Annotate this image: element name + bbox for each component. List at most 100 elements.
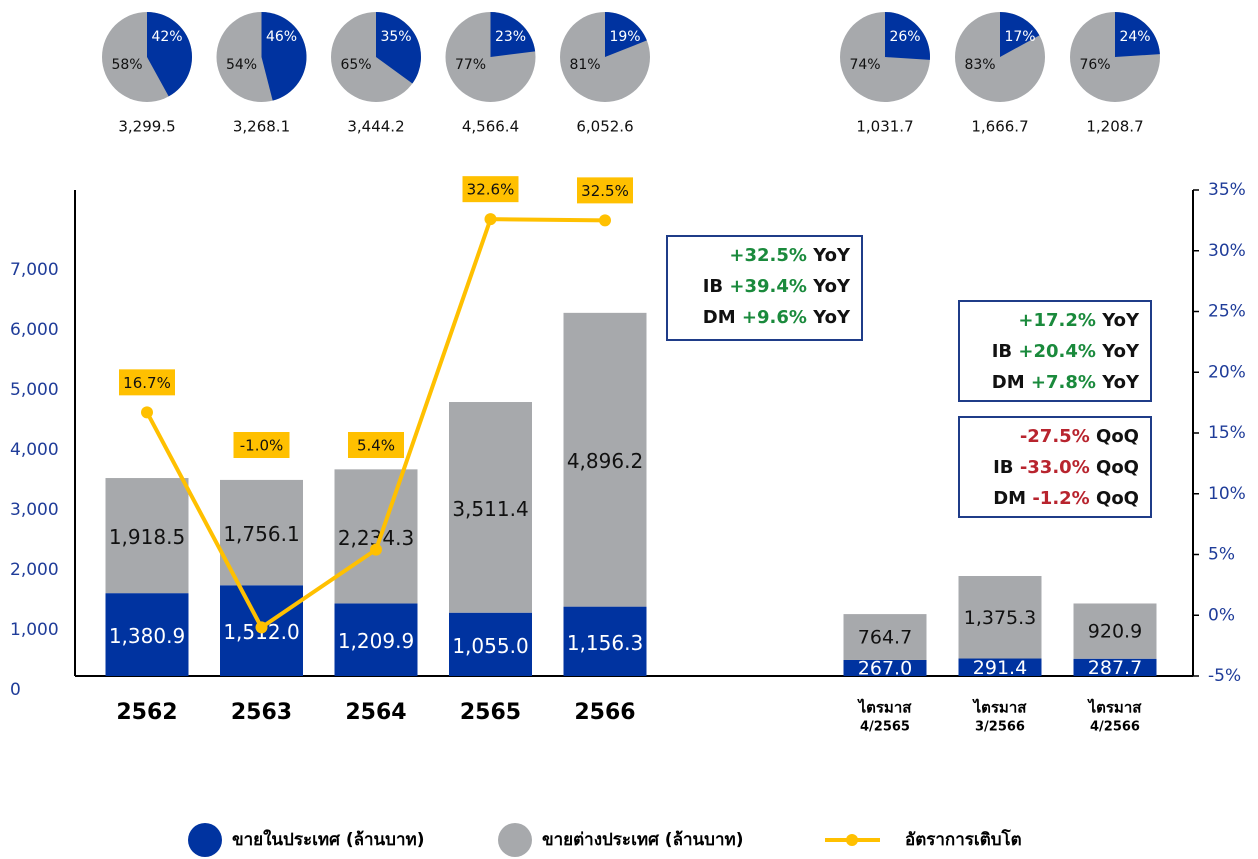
pie-label: 54% — [226, 57, 257, 73]
pie-label: 23% — [495, 29, 526, 45]
pie-label: 76% — [1079, 57, 1110, 73]
legend-label: ขายในประเทศ (ล้านบาท) — [232, 829, 425, 850]
growth-label-box — [577, 177, 633, 204]
annotation-suffix: YoY — [1101, 310, 1140, 331]
pie-label: 26% — [889, 29, 920, 45]
y2-tick-label: 0% — [1208, 605, 1235, 625]
annotation-suffix: QoQ — [1096, 426, 1139, 447]
pie-slice — [1115, 12, 1160, 57]
annotation-suffix: YoY — [812, 307, 851, 328]
annotation-prefix: DM — [992, 372, 1025, 393]
growth-label: 16.7% — [123, 374, 171, 392]
bar-segment — [105, 478, 189, 594]
pie-label: 42% — [151, 29, 182, 45]
annotation-suffix: YoY — [1101, 372, 1140, 393]
pie-label: 24% — [1119, 29, 1150, 45]
annotation-suffix: YoY — [812, 245, 851, 266]
annotation-text: IB +39.4% YoY — [703, 276, 851, 297]
legend-swatch — [498, 823, 532, 857]
bar-segment — [334, 603, 418, 676]
growth-label: -1.0% — [240, 437, 284, 455]
annotation-suffix: QoQ — [1096, 457, 1139, 478]
y2-tick-label: 30% — [1208, 241, 1246, 261]
pie-slice — [147, 12, 192, 97]
pie-total: 3,299.5 — [118, 118, 175, 136]
legend-label: ขายต่างประเทศ (ล้านบาท) — [542, 830, 743, 850]
growth-label-box — [233, 432, 290, 458]
y-tick-label: 0 — [10, 680, 21, 700]
pie-total: 4,566.4 — [462, 118, 519, 136]
growth-label-box — [348, 432, 404, 458]
y-tick-label: 5,000 — [10, 380, 59, 400]
bar-value-label: 920.9 — [1088, 621, 1142, 643]
pie-total: 1,208.7 — [1086, 118, 1143, 136]
growth-label: 5.4% — [357, 437, 395, 455]
annotation-text: IB +20.4% YoY — [992, 341, 1140, 362]
annotation-text: DM +7.8% YoY — [992, 372, 1140, 393]
bar-segment — [843, 614, 927, 660]
annotation-value: +32.5% — [729, 245, 807, 266]
pie-label: 17% — [1004, 29, 1035, 45]
pie-total: 3,268.1 — [233, 118, 290, 136]
annotation-text: DM -1.2% QoQ — [993, 488, 1139, 509]
annotation-box — [958, 300, 1152, 402]
growth-point — [484, 213, 497, 226]
x-tick-label: 2566 — [574, 700, 635, 725]
growth-label: 32.5% — [581, 182, 629, 200]
x-tick-label: 4/2566 — [1090, 720, 1140, 735]
bar-segment — [220, 479, 303, 586]
bar-segment — [563, 312, 647, 607]
y2-tick-label: 20% — [1208, 362, 1246, 382]
bar-value-label: 1,756.1 — [223, 522, 299, 546]
annotation-suffix: YoY — [1101, 341, 1140, 362]
growth-label-box — [462, 176, 519, 203]
growth-label-box — [119, 369, 175, 396]
bar-value-label: 3,511.4 — [452, 497, 528, 521]
annotation-value: -1.2% — [1032, 488, 1089, 509]
y2-tick-label: 15% — [1208, 423, 1246, 443]
pie-slice — [261, 12, 307, 101]
pie-total: 1,666.7 — [971, 118, 1028, 136]
annotation-text: -27.5% QoQ — [1020, 426, 1139, 447]
x-tick-label: 2565 — [460, 700, 521, 725]
bar-value-label: 4,896.2 — [567, 449, 643, 473]
bar-segment — [1073, 658, 1157, 676]
pie-slice — [376, 12, 421, 84]
y-tick-label: 4,000 — [10, 440, 59, 460]
annotation-box — [666, 235, 863, 341]
annotation-value: +7.8% — [1031, 372, 1096, 393]
annotation-value: -27.5% — [1020, 426, 1090, 447]
x-tick-label: ไตรมาส — [972, 698, 1028, 717]
y-tick-label: 7,000 — [10, 260, 59, 280]
growth-point — [255, 621, 268, 634]
annotation-text: +17.2% YoY — [1018, 310, 1140, 331]
pie-total: 1,031.7 — [856, 118, 913, 136]
pie-label: 83% — [964, 57, 995, 73]
annotation-value: -33.0% — [1020, 457, 1090, 478]
pie-total: 6,052.6 — [576, 118, 633, 136]
pie-slice — [885, 12, 930, 60]
pie-label: 19% — [609, 29, 640, 45]
annotation-prefix: IB — [703, 276, 723, 297]
annotation-prefix: DM — [993, 488, 1026, 509]
y-tick-label: 1,000 — [10, 620, 59, 640]
annotation-suffix: QoQ — [1096, 488, 1139, 509]
growth-point — [599, 214, 611, 227]
bar-segment — [1073, 603, 1157, 659]
x-tick-label: 2562 — [116, 700, 177, 725]
legend-swatch — [188, 823, 222, 857]
annotation-value: +20.4% — [1018, 341, 1096, 362]
bar-value-label: 764.7 — [858, 627, 912, 649]
growth-label: 32.6% — [467, 181, 515, 199]
x-tick-label: 3/2566 — [975, 720, 1025, 735]
pie-slice — [1000, 12, 1040, 57]
annotation-value: +17.2% — [1018, 310, 1096, 331]
bar-segment — [958, 658, 1042, 676]
bar-segment — [449, 402, 532, 613]
y-tick-label: 3,000 — [10, 500, 59, 520]
annotation-prefix: DM — [703, 307, 736, 328]
bar-value-label: 1,209.9 — [338, 629, 414, 653]
pie-label: 35% — [380, 29, 411, 45]
growth-point — [141, 406, 153, 419]
